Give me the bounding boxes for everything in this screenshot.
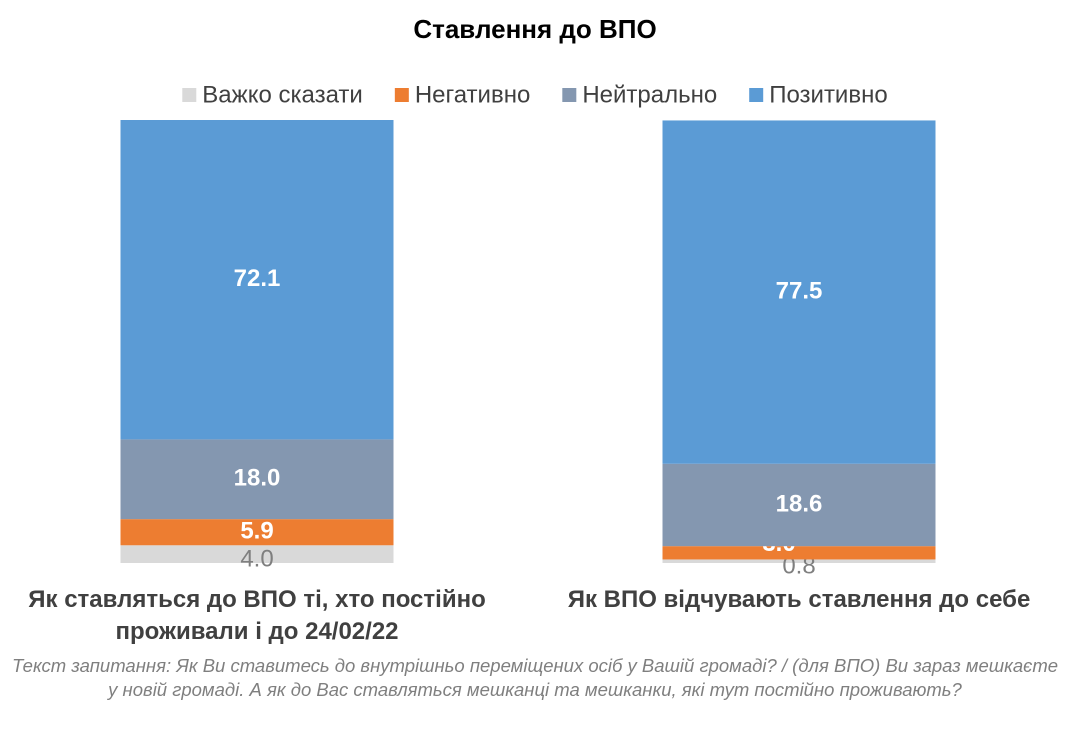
legend-swatch xyxy=(394,88,409,102)
data-label: 72.1 xyxy=(234,265,281,292)
legend-label: Нейтрально xyxy=(582,81,717,108)
legend-swatch xyxy=(749,88,764,102)
bar-segment xyxy=(120,120,394,440)
legend-label: Негативно xyxy=(415,81,530,108)
legend-label: Позитивно xyxy=(769,81,888,108)
data-label: 77.5 xyxy=(776,277,823,304)
question-note: Текст запитання: Як Ви ставитесь до внут… xyxy=(11,655,1059,700)
bar-segment xyxy=(662,559,936,563)
bar-segment xyxy=(662,546,936,560)
legend-label: Важко сказати xyxy=(202,81,363,108)
data-label: 5.9 xyxy=(240,518,273,545)
category-label: Як ставляться до ВПО ті, хто постійно пр… xyxy=(28,586,486,645)
category-label: Як ВПО відчувають ставлення до себе xyxy=(567,586,1031,613)
bar-segment xyxy=(120,545,394,563)
bar-segment xyxy=(662,463,936,547)
legend-swatch xyxy=(182,88,197,102)
data-label: 4.0 xyxy=(240,545,273,572)
bar-segment xyxy=(120,439,394,520)
bar-segment xyxy=(120,519,394,546)
bar-segment xyxy=(662,120,936,464)
data-label: 18.0 xyxy=(234,465,281,492)
chart-title: Ставлення до ВПО xyxy=(413,14,656,44)
legend-swatch xyxy=(562,88,577,102)
data-label: 18.6 xyxy=(776,490,823,517)
